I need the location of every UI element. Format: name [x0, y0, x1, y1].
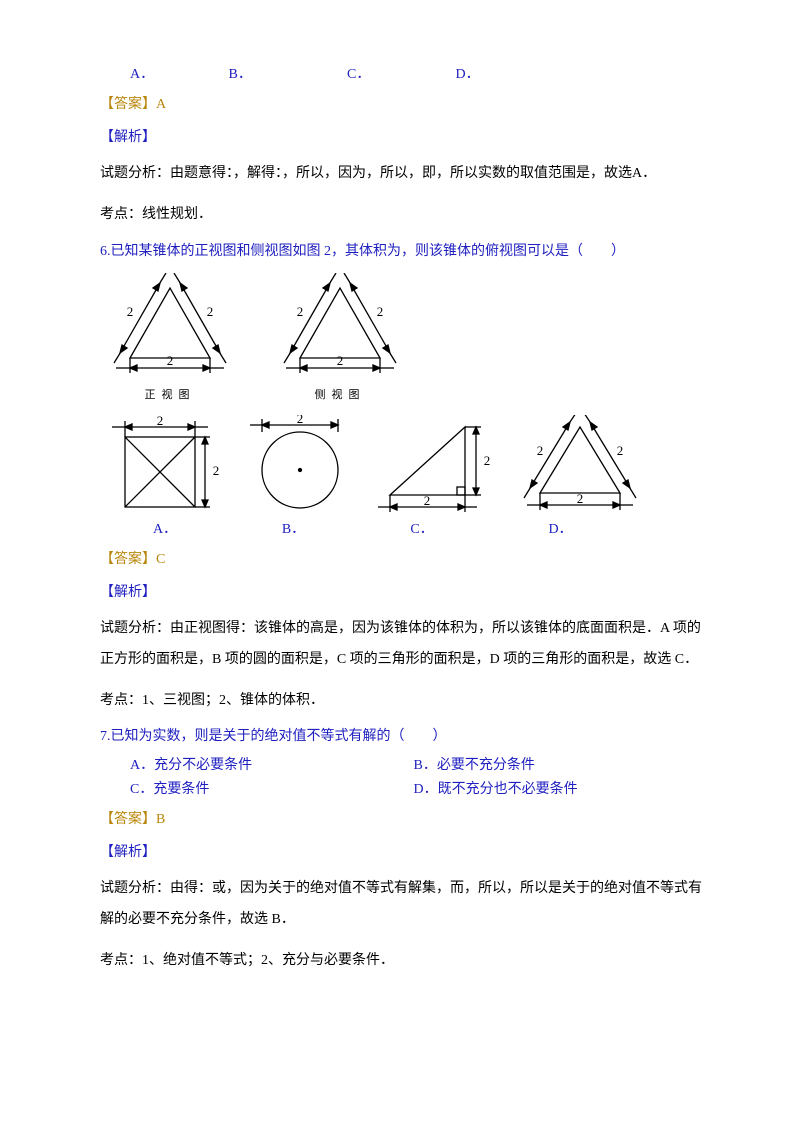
q5-analysis-body: 试题分析：由题意得：，解得：，所以，因为，所以，即，所以实数的取值范围是，故选A…: [100, 159, 705, 190]
q5-analysis-label: 【解析】: [100, 127, 705, 149]
svg-text:2: 2: [537, 443, 544, 458]
svg-text:2: 2: [157, 415, 164, 428]
opt-a-figure: 2 2: [100, 415, 230, 515]
q6-views: 2 2 2: [100, 273, 705, 383]
svg-text:2: 2: [297, 304, 304, 319]
q6-options: A． B． C． D．: [100, 519, 705, 541]
q7-topic: 考点：1、绝对值不等式；2、充分与必要条件．: [100, 946, 705, 977]
side-view-label: 侧视图: [270, 387, 410, 405]
q6-answer: 【答案】C: [100, 549, 705, 571]
q6-topic: 考点：1、三视图；2、锥体的体积．: [100, 686, 705, 717]
q7-analysis-label: 【解析】: [100, 842, 705, 864]
q6-opt-a: A．: [100, 519, 230, 541]
q6-analysis-body: 试题分析：由正视图得：该锥体的高是，因为该锥体的体积为，所以该锥体的底面面积是．…: [100, 614, 705, 676]
q5-topic: 考点：线性规划．: [100, 200, 705, 231]
q5-answer: 【答案】A: [100, 94, 705, 116]
opt-c-figure: 2 2: [370, 415, 500, 515]
front-view-label: 正视图: [100, 387, 240, 405]
front-view-figure: 2 2 2: [100, 273, 240, 383]
q6-stem: 6.已知某锥体的正视图和侧视图如图 2，其体积为，则该锥体的俯视图可以是（ ）: [100, 241, 705, 263]
opt-d-figure: 2 2 2: [510, 415, 650, 515]
q7-analysis-body: 试题分析：由得：或，因为关于的绝对值不等式有解集，而，所以，所以是关于的绝对值不…: [100, 874, 705, 936]
q5-opt-c: C．: [347, 64, 452, 86]
side-view-figure: 2 2 2: [270, 273, 410, 383]
opt-b-figure: 2: [240, 415, 360, 515]
q7-answer: 【答案】B: [100, 809, 705, 831]
svg-text:2: 2: [617, 443, 624, 458]
svg-text:2: 2: [377, 304, 384, 319]
svg-text:2: 2: [484, 453, 491, 468]
svg-text:2: 2: [577, 491, 584, 506]
q7-options: A．充分不必要条件 B．必要不充分条件 C．充要条件 D．既不充分也不必要条件: [130, 755, 705, 802]
svg-text:2: 2: [207, 304, 214, 319]
q6-opt-d: D．: [491, 519, 631, 541]
svg-text:2: 2: [424, 493, 431, 508]
svg-text:2: 2: [167, 353, 174, 368]
q6-view-labels: 正视图 侧视图: [100, 387, 705, 405]
q6-option-figures: 2 2 2: [100, 415, 705, 515]
q7-opt-c: C．充要条件: [130, 779, 410, 801]
q6-analysis-label: 【解析】: [100, 582, 705, 604]
q7-stem: 7.已知为实数，则是关于的绝对值不等式有解的（ ）: [100, 726, 705, 748]
svg-text:2: 2: [127, 304, 134, 319]
q5-opt-a: A．: [130, 64, 225, 86]
q7-opt-b: B．必要不充分条件: [414, 755, 535, 777]
q6-opt-b: B．: [234, 519, 354, 541]
q6-opt-c: C．: [357, 519, 487, 541]
q5-options: A． B． C． D．: [130, 64, 705, 86]
q5-opt-d: D．: [456, 64, 480, 86]
svg-text:2: 2: [297, 415, 304, 426]
q7-opt-a: A．充分不必要条件: [130, 755, 410, 777]
svg-text:2: 2: [213, 463, 220, 478]
q5-opt-b: B．: [229, 64, 344, 86]
q7-opt-d: D．既不充分也不必要条件: [414, 779, 578, 801]
svg-text:2: 2: [337, 353, 344, 368]
